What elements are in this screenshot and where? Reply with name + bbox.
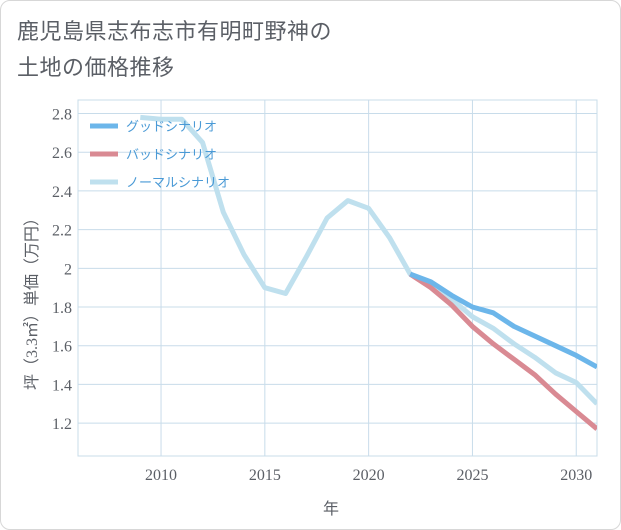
y-tick-label: 1.4 [52, 377, 72, 394]
legend-label-good: グッドシナリオ [126, 119, 217, 134]
x-tick-label: 2010 [145, 467, 177, 484]
legend-label-normal: ノーマルシナリオ [126, 175, 230, 190]
x-tick-label: 2020 [353, 467, 385, 484]
series-lines [140, 114, 597, 431]
plot-frame [77, 99, 598, 457]
y-tick-label: 2.2 [52, 223, 72, 240]
series-line-bad [408, 272, 597, 431]
y-axis-label: 坪（3.3㎡）単価（万円） [23, 210, 41, 390]
x-tick-label: 2030 [560, 467, 592, 484]
x-tick-label: 2025 [456, 467, 488, 484]
x-axis-label: 年 [323, 500, 339, 518]
x-tick-label: 2015 [249, 467, 281, 484]
legend-label-bad: バッドシナリオ [126, 147, 217, 162]
y-tick-label: 2.6 [52, 145, 72, 162]
y-tick-label: 1.2 [52, 416, 72, 433]
series-line-good [409, 271, 597, 370]
y-tick-labels: 1.2 1.4 1.6 1.8 2 2.2 2.4 2.6 2.8 [52, 107, 72, 434]
y-tick-label: 1.8 [52, 300, 72, 317]
y-tick-label: 2.8 [52, 107, 72, 124]
y-tick-label: 1.6 [52, 339, 72, 356]
y-tick-label: 2.4 [52, 184, 72, 201]
series-line-normal [140, 114, 597, 406]
chart-title: 鹿児島県志布志市有明町野神の 土地の価格推移 [17, 15, 577, 87]
grid [77, 99, 598, 457]
y-tick-label: 2 [64, 261, 72, 278]
x-tick-labels: 2010 2015 2020 2025 2030 [145, 467, 592, 484]
chart-title-line-1: 鹿児島県志布志市有明町野神の [17, 20, 333, 45]
chart-title-line-2: 土地の価格推移 [17, 56, 175, 81]
